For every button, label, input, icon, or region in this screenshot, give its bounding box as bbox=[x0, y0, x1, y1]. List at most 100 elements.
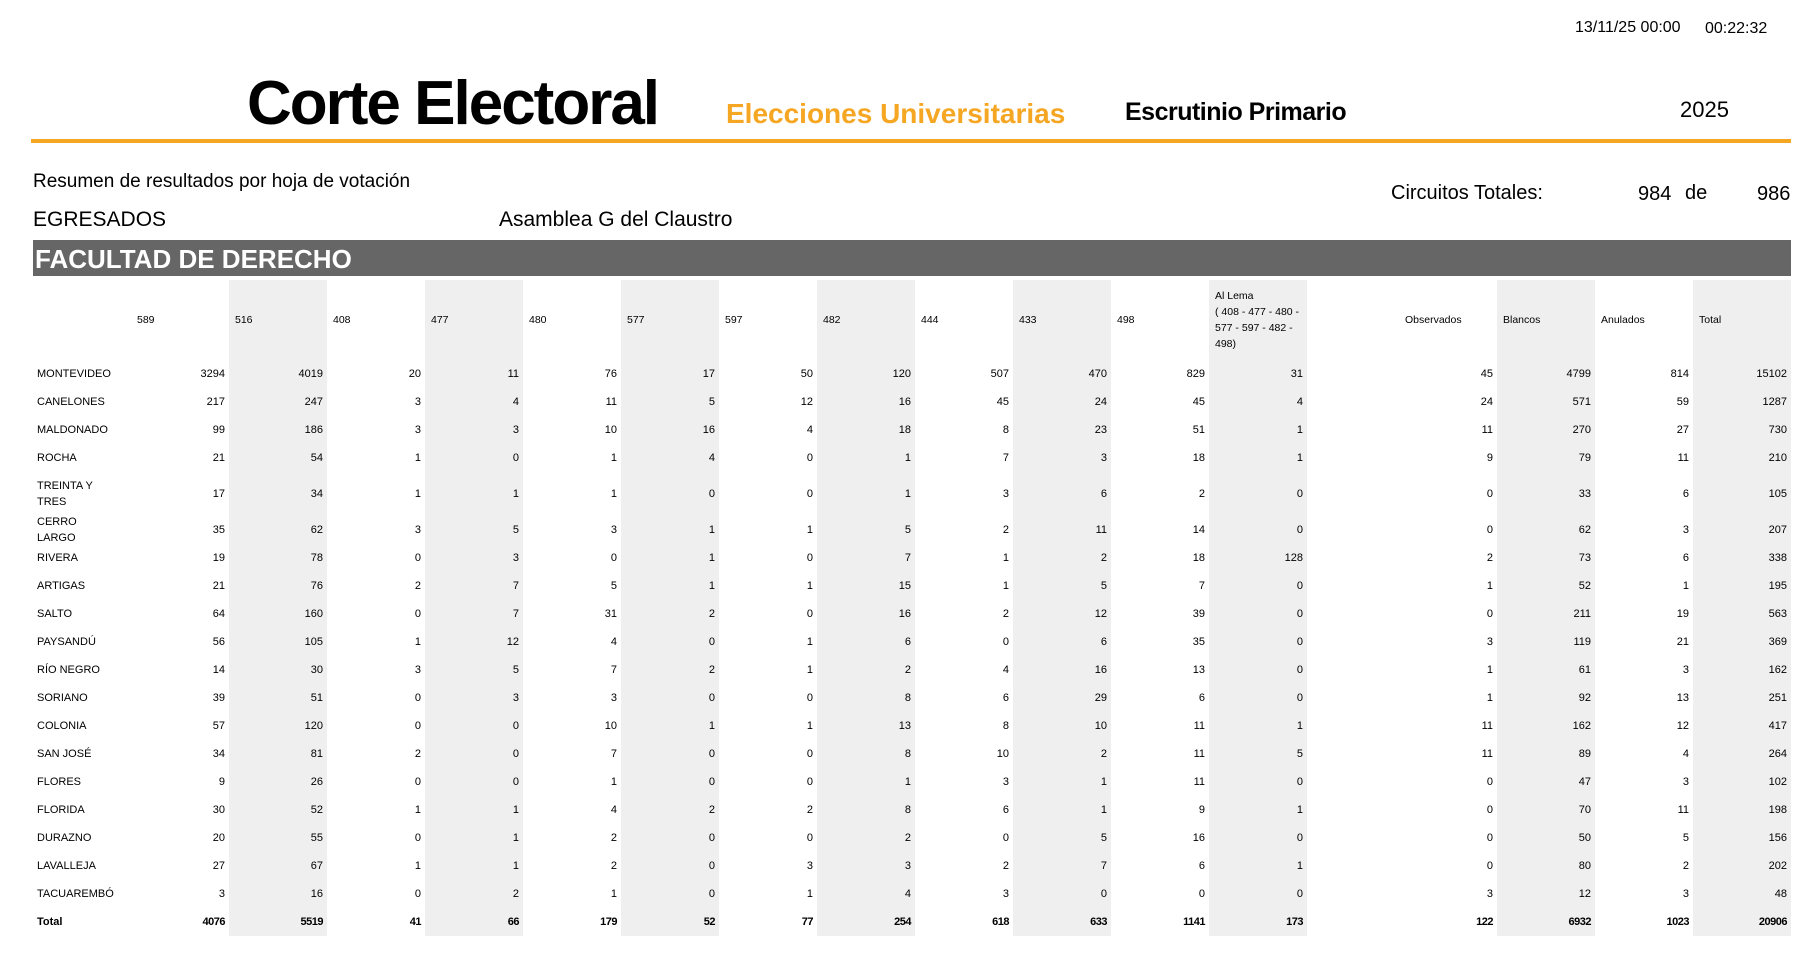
cell-value: 1 bbox=[1682, 580, 1689, 592]
cell-value: 57 bbox=[212, 720, 225, 732]
cell-value: 0 bbox=[1296, 488, 1303, 500]
cell-value: 3 bbox=[610, 692, 617, 704]
cell-value: 3 bbox=[1682, 524, 1689, 536]
cell-value: 270 bbox=[1572, 424, 1591, 436]
cell-value: 11 bbox=[507, 368, 519, 380]
cell-value: 7 bbox=[610, 664, 617, 676]
cell-value: 67 bbox=[310, 860, 323, 872]
cell-value: 4 bbox=[708, 452, 715, 464]
print-time: 00:22:32 bbox=[1705, 20, 1768, 37]
cell-value: 1 bbox=[1002, 552, 1009, 564]
kind: Escrutinio Primario bbox=[1125, 98, 1347, 126]
cell-value: 11 bbox=[1193, 776, 1205, 788]
cell-value: 0 bbox=[1486, 608, 1493, 620]
cell-value: 2 bbox=[1002, 608, 1009, 620]
cell-value: 3 bbox=[414, 396, 421, 408]
cell-value: 2 bbox=[1198, 488, 1205, 500]
column-shade bbox=[425, 280, 523, 936]
cell-value: 0 bbox=[1296, 888, 1303, 900]
cell-value: 64 bbox=[212, 608, 225, 620]
cell-value: 0 bbox=[1296, 832, 1303, 844]
cell-value: 12 bbox=[800, 396, 813, 408]
cell-value: 7 bbox=[512, 580, 519, 592]
cell-value: 6 bbox=[1682, 488, 1689, 500]
cell-value: 1 bbox=[414, 804, 421, 816]
cell-value: 79 bbox=[1578, 452, 1591, 464]
cell-value: 251 bbox=[1768, 692, 1787, 704]
cell-value: 21 bbox=[212, 580, 225, 592]
cell-value: 3 bbox=[806, 860, 813, 872]
cell-value: 8 bbox=[1002, 424, 1009, 436]
cell-value: 0 bbox=[1296, 692, 1303, 704]
cell-value: 24 bbox=[1094, 396, 1107, 408]
cell-value: 1 bbox=[806, 664, 813, 676]
row-label: DURAZNO bbox=[37, 832, 92, 844]
cell-value: 0 bbox=[1486, 488, 1493, 500]
cell-value: 2 bbox=[1486, 552, 1493, 564]
cell-value: 3 bbox=[1486, 888, 1493, 900]
cell-value: 2 bbox=[1100, 748, 1107, 760]
cell-value: 1 bbox=[1486, 692, 1493, 704]
cell-value: 162 bbox=[1768, 664, 1787, 676]
cell-value: 26 bbox=[310, 776, 323, 788]
cell-value: 0 bbox=[1486, 524, 1493, 536]
total-value: 41 bbox=[409, 916, 422, 928]
cell-value: 0 bbox=[1296, 608, 1303, 620]
total-value: 254 bbox=[894, 916, 911, 928]
cell-value: 89 bbox=[1578, 748, 1591, 760]
cell-value: 1 bbox=[1296, 424, 1303, 436]
cell-value: 9 bbox=[218, 776, 225, 788]
cell-value: 11 bbox=[1677, 452, 1689, 464]
cell-value: 4 bbox=[1682, 748, 1689, 760]
column-header: 480 bbox=[529, 314, 547, 326]
cell-value: 829 bbox=[1186, 368, 1205, 380]
column-shade bbox=[1497, 280, 1595, 936]
organ: Asamblea G del Claustro bbox=[499, 208, 733, 231]
cell-value: 1 bbox=[1486, 664, 1493, 676]
cell-value: 62 bbox=[1578, 524, 1591, 536]
cell-value: 11 bbox=[1481, 424, 1493, 436]
cell-value: 1 bbox=[512, 804, 519, 816]
cell-value: 10 bbox=[604, 720, 617, 732]
year: 2025 bbox=[1680, 97, 1729, 122]
cell-value: 3 bbox=[1002, 488, 1009, 500]
column-shade bbox=[1693, 280, 1791, 936]
cell-value: 507 bbox=[990, 368, 1009, 380]
cell-value: 1 bbox=[1296, 452, 1303, 464]
cell-value: 8 bbox=[904, 804, 911, 816]
cell-value: 3 bbox=[1486, 636, 1493, 648]
cell-value: 369 bbox=[1768, 636, 1787, 648]
cell-value: 2 bbox=[904, 664, 911, 676]
faculty-bar: FACULTAD DE DERECHO bbox=[33, 240, 1791, 276]
cell-value: 1 bbox=[610, 776, 617, 788]
cell-value: 186 bbox=[304, 424, 323, 436]
cell-value: 62 bbox=[310, 524, 323, 536]
cell-value: 1 bbox=[414, 636, 421, 648]
cell-value: 14 bbox=[212, 664, 225, 676]
cell-value: 13 bbox=[898, 720, 911, 732]
cell-value: 13 bbox=[1192, 664, 1205, 676]
cell-value: 45 bbox=[1480, 368, 1493, 380]
row-label: COLONIA bbox=[37, 720, 87, 732]
cell-value: 0 bbox=[708, 636, 715, 648]
cell-value: 0 bbox=[806, 452, 813, 464]
cell-value: 0 bbox=[414, 692, 421, 704]
cell-value: 0 bbox=[806, 832, 813, 844]
total-value: 633 bbox=[1090, 916, 1107, 928]
cell-value: 16 bbox=[1094, 664, 1107, 676]
summary: Resumen de resultados por hoja de votaci… bbox=[33, 171, 411, 192]
cell-value: 70 bbox=[1578, 804, 1591, 816]
cell-value: 814 bbox=[1670, 368, 1689, 380]
total-value: 77 bbox=[801, 916, 814, 928]
claustro: EGRESADOS bbox=[33, 208, 167, 231]
cell-value: 2 bbox=[512, 888, 519, 900]
cell-value: 571 bbox=[1572, 396, 1591, 408]
cell-value: 92 bbox=[1578, 692, 1591, 704]
cell-value: 0 bbox=[806, 488, 813, 500]
cell-value: 0 bbox=[708, 860, 715, 872]
cell-value: 11 bbox=[1095, 524, 1107, 536]
cell-value: 33 bbox=[1578, 488, 1591, 500]
cell-value: 17 bbox=[212, 488, 225, 500]
cell-value: 198 bbox=[1768, 804, 1787, 816]
header-rule bbox=[31, 139, 1791, 143]
